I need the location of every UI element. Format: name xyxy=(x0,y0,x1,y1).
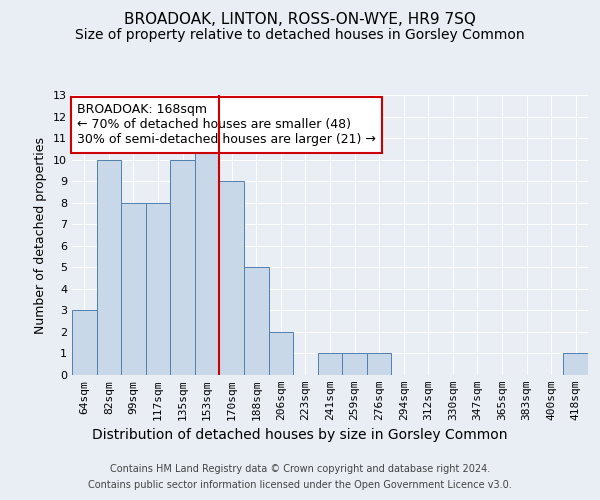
Bar xyxy=(563,354,588,375)
Text: Distribution of detached houses by size in Gorsley Common: Distribution of detached houses by size … xyxy=(92,428,508,442)
Text: BROADOAK, LINTON, ROSS-ON-WYE, HR9 7SQ: BROADOAK, LINTON, ROSS-ON-WYE, HR9 7SQ xyxy=(124,12,476,28)
Bar xyxy=(72,310,97,375)
Bar xyxy=(318,354,342,375)
Text: Size of property relative to detached houses in Gorsley Common: Size of property relative to detached ho… xyxy=(75,28,525,42)
Bar xyxy=(121,202,146,375)
Bar xyxy=(170,160,195,375)
Bar xyxy=(342,354,367,375)
Bar xyxy=(367,354,391,375)
Bar xyxy=(97,160,121,375)
Text: Contains HM Land Registry data © Crown copyright and database right 2024.: Contains HM Land Registry data © Crown c… xyxy=(110,464,490,474)
Y-axis label: Number of detached properties: Number of detached properties xyxy=(34,136,47,334)
Bar xyxy=(220,181,244,375)
Text: BROADOAK: 168sqm
← 70% of detached houses are smaller (48)
30% of semi-detached : BROADOAK: 168sqm ← 70% of detached house… xyxy=(77,104,376,146)
Bar xyxy=(269,332,293,375)
Bar xyxy=(146,202,170,375)
Bar xyxy=(195,138,220,375)
Bar xyxy=(244,268,269,375)
Text: Contains public sector information licensed under the Open Government Licence v3: Contains public sector information licen… xyxy=(88,480,512,490)
